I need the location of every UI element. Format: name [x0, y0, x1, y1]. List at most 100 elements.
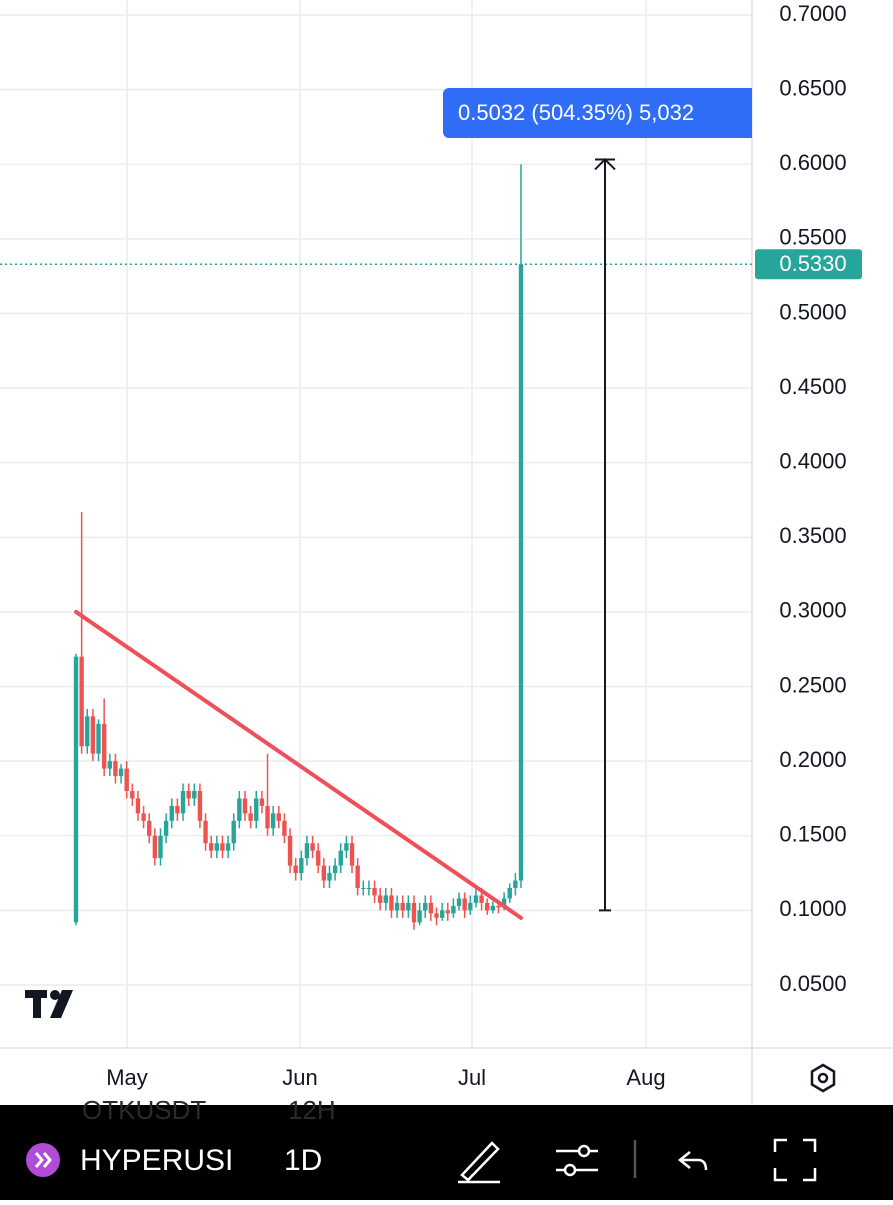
candle-body: [490, 905, 496, 911]
candle-body: [107, 761, 112, 769]
y-tick-label: 0.6000: [779, 150, 846, 175]
last-price-label: 0.5330: [779, 251, 846, 276]
candle-body: [130, 791, 135, 799]
x-tick-label: Jun: [282, 1065, 317, 1090]
candle-body: [462, 898, 467, 911]
candle-body: [225, 843, 231, 851]
candle-body: [304, 843, 310, 859]
candle-body: [220, 843, 225, 851]
candle-body: [473, 895, 479, 903]
measure-label-text: 0.5032 (504.35%) 5,032: [458, 100, 694, 125]
measure-arrow: [594, 158, 616, 171]
candle-body: [163, 820, 169, 836]
candle-body: [468, 902, 473, 911]
candle-body: [361, 888, 366, 889]
candle-body: [248, 813, 253, 821]
ghost-symbol: OTKUSDT: [82, 1095, 206, 1125]
candle-body: [423, 902, 428, 911]
candle-body: [496, 905, 501, 908]
settings-icon[interactable]: [810, 1063, 836, 1093]
candle-body: [439, 910, 445, 918]
candle-body: [96, 723, 101, 754]
y-tick-label: 0.5500: [779, 225, 846, 250]
y-tick-label: 0.6500: [779, 75, 846, 100]
candle-body: [377, 895, 383, 903]
candle-body: [197, 791, 203, 821]
y-tick-label: 0.3500: [779, 523, 846, 548]
candle-body: [411, 902, 417, 923]
x-tick-label: May: [106, 1065, 148, 1090]
candle-body: [147, 820, 152, 836]
settings-sliders-icon[interactable]: [556, 1149, 598, 1172]
undo-icon[interactable]: [677, 1151, 708, 1171]
candle-body: [101, 723, 107, 769]
toolbar-icons: [458, 1138, 817, 1184]
candle-body: [169, 805, 174, 821]
candle-body: [85, 716, 90, 747]
candle-body: [259, 798, 265, 806]
x-tick-label: Jul: [458, 1065, 486, 1090]
candle-body: [332, 865, 338, 874]
candle-body: [254, 798, 259, 821]
candle-body: [79, 656, 84, 747]
y-tick-label: 0.0500: [779, 971, 846, 996]
interval[interactable]: 1D: [284, 1144, 322, 1177]
candle-body: [451, 905, 456, 914]
candle-body: [383, 895, 389, 903]
candle-body: [355, 865, 360, 888]
candle-body: [501, 898, 507, 908]
candle-body: [118, 768, 124, 777]
y-tick-label: 0.1500: [779, 822, 846, 847]
symbol-icon-glyph: [34, 1152, 52, 1168]
candle-body: [214, 843, 220, 851]
tradingview-logo: [25, 990, 73, 1018]
candle-body: [152, 835, 158, 859]
y-tick-label: 0.1000: [779, 896, 846, 921]
last-price-tag: [755, 249, 862, 280]
candle-body: [428, 902, 434, 914]
candle-body: [479, 895, 484, 903]
y-tick-label: 0.2500: [779, 672, 846, 697]
candle-body: [175, 805, 180, 814]
candle-body: [338, 850, 343, 866]
measure-label-box: [443, 88, 752, 138]
candle-body: [186, 791, 191, 799]
candle-body: [231, 820, 236, 844]
candle-body: [310, 843, 315, 851]
candle-body: [299, 858, 304, 874]
candle-body: [287, 835, 293, 866]
candle-body: [327, 873, 332, 881]
candle-body: [180, 791, 186, 814]
draw-icon[interactable]: [458, 1141, 500, 1184]
candle-body: [513, 880, 518, 888]
candle-body: [434, 913, 439, 918]
symbol[interactable]: HYPERUSI: [80, 1144, 233, 1177]
candle-body: [316, 850, 321, 866]
candle-body: [135, 798, 141, 814]
candle-body: [158, 835, 163, 859]
candle-body: [389, 895, 394, 911]
candle-body: [445, 910, 450, 914]
candle-body: [282, 820, 287, 836]
fullscreen-icon[interactable]: [773, 1138, 817, 1182]
y-tick-label: 0.5000: [779, 299, 846, 324]
candle-body: [366, 888, 372, 889]
candle-body: [456, 898, 462, 906]
candle-body: [141, 813, 146, 821]
candle-body: [293, 865, 298, 874]
candle-body: [73, 656, 79, 923]
candle-body: [518, 264, 524, 881]
y-tick-label: 0.4500: [779, 374, 846, 399]
trendline: [74, 609, 523, 920]
candle-body: [400, 902, 405, 911]
candle-body: [276, 813, 281, 821]
measure-label: 0.5032 (504.35%) 5,032: [443, 88, 752, 138]
toolbar: [0, 1105, 893, 1200]
y-tick-label: 0.2000: [779, 747, 846, 772]
candle-body: [344, 843, 349, 851]
y-tick-label: 0.3000: [779, 598, 846, 623]
candle-body: [124, 768, 129, 791]
candle-body: [349, 843, 355, 866]
candle-body: [485, 902, 490, 911]
